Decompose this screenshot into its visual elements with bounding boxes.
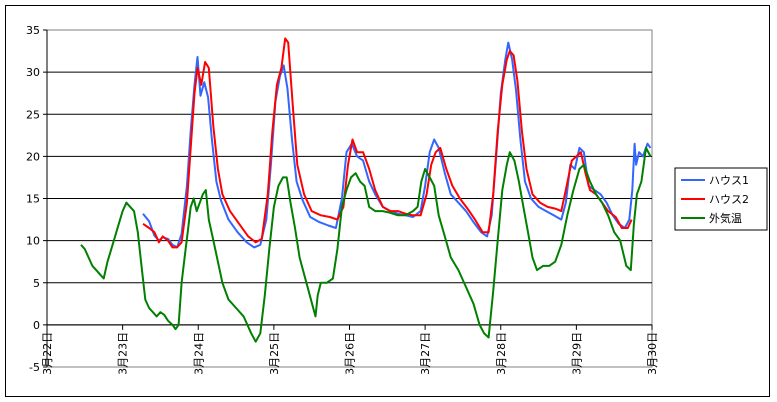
legend-label: ハウス1	[709, 174, 749, 187]
legend: ハウス1 ハウス2 外気温	[674, 167, 768, 231]
y-tick-label: 30	[26, 66, 40, 79]
legend-label: 外気温	[709, 211, 742, 225]
y-tick-label: -5	[29, 361, 40, 374]
x-tick-label: 3月23日	[117, 332, 130, 375]
y-tick-label: 15	[26, 193, 40, 206]
x-tick-label: 3月24日	[192, 332, 205, 375]
x-tick-label: 3月22日	[41, 332, 54, 375]
y-tick-label: 25	[26, 108, 40, 121]
y-axis: -5 0 5 10 15 20 25 30 35	[26, 24, 48, 374]
series-layer	[80, 37, 652, 343]
y-tick-label: 0	[33, 319, 40, 332]
x-tick-label: 3月29日	[570, 332, 583, 375]
series-line-3	[80, 146, 652, 343]
x-tick-label: 3月30日	[646, 332, 659, 375]
plot-area	[46, 29, 653, 368]
x-tick-label: 3月28日	[495, 332, 508, 375]
y-tick-label: 35	[26, 24, 40, 37]
series-line-2	[142, 37, 633, 249]
legend-label: ハウス2	[709, 193, 749, 206]
x-tick-label: 3月26日	[344, 332, 357, 375]
x-tick-label: 3月25日	[268, 332, 281, 375]
y-tick-label: 20	[26, 150, 40, 163]
y-tick-label: 10	[26, 235, 40, 248]
x-tick-label: 3月27日	[419, 332, 432, 375]
x-axis: 3月22日 3月23日 3月24日 3月25日 3月26日 3月27日 3月28日 3月29日…	[41, 324, 659, 375]
y-tick-label: 5	[33, 277, 40, 290]
